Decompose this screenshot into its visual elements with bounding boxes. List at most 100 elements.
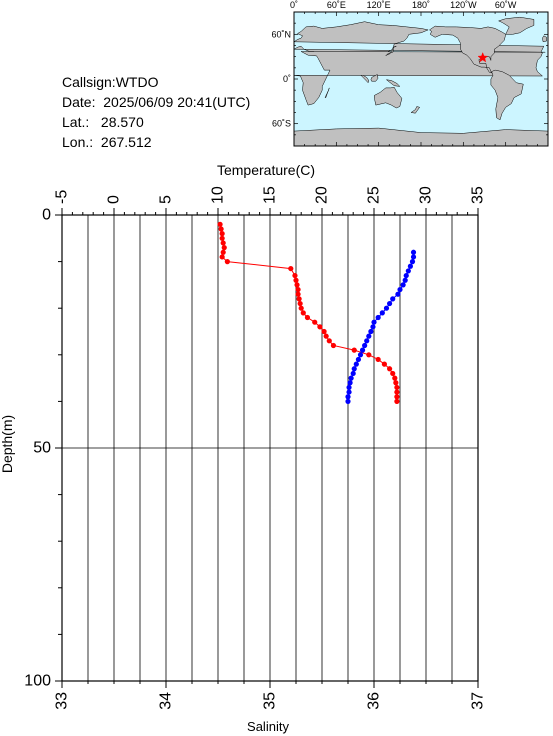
salinity-axis-title: Salinity [247, 719, 289, 734]
station-marker [477, 51, 489, 63]
temperature-point [394, 394, 400, 400]
map-land [294, 16, 548, 146]
salinity-point [379, 310, 385, 316]
salinity-point [371, 319, 377, 325]
temperature-point [295, 291, 301, 297]
temperature-tick-label: 35 [470, 186, 487, 204]
temperature-point [294, 282, 300, 288]
temperature-series [217, 221, 400, 404]
salinity-series [345, 249, 417, 404]
temperature-point [351, 347, 357, 353]
continent-shape [360, 75, 370, 83]
temperature-point [293, 277, 299, 283]
temperature-point [392, 375, 398, 381]
temperature-point [390, 370, 396, 377]
map-latitude-label: 60˚S [272, 119, 291, 129]
continent-shape [370, 74, 379, 82]
temperature-tick-label: 10 [210, 186, 227, 204]
salinity-point [351, 366, 357, 372]
continent-shape [294, 127, 548, 146]
salinity-point [362, 342, 368, 349]
map-longitude-label: 180˚ [412, 0, 430, 10]
salinity-line [347, 252, 415, 402]
salinity-point [346, 384, 352, 391]
continent-shape [542, 35, 547, 43]
salinity-point [370, 324, 376, 330]
temperature-tick-label: -5 [54, 190, 71, 204]
salinity-point [397, 286, 403, 293]
salinity-point [345, 398, 351, 404]
salinity-point [387, 300, 393, 307]
temperature-point [387, 366, 393, 372]
salinity-point [345, 394, 351, 400]
salinity-point [403, 272, 409, 279]
temperature-point [220, 240, 226, 246]
temperature-point [300, 310, 306, 316]
temperature-point [219, 254, 225, 260]
salinity-tick-label: 37 [470, 692, 487, 710]
temperature-point [330, 342, 337, 349]
salinity-point [395, 291, 401, 297]
depth-tick-label: 100 [24, 673, 51, 690]
temperature-tick-label: 0 [106, 195, 123, 204]
map-longitude-label: 0˚ [290, 0, 298, 10]
map-longitude-label: 60˚W [495, 0, 517, 10]
salinity-point [383, 305, 390, 311]
salinity-point [346, 389, 352, 395]
salinity-point [410, 249, 417, 255]
salinity-point [348, 375, 354, 381]
temperature-point [219, 235, 225, 241]
temperature-point [317, 324, 323, 330]
salinity-axis: 33 34 35 36 37 [54, 681, 487, 710]
temperature-point [296, 296, 302, 302]
continent-shape [324, 87, 330, 98]
temperature-axis-title: Temperature(C) [217, 162, 315, 178]
depth-tick-label: 0 [42, 207, 51, 224]
continent-shape [498, 16, 535, 35]
map-latitude-label: 60˚N [271, 29, 291, 39]
temperature-point [323, 333, 329, 339]
temperature-point [394, 389, 400, 395]
salinity-point [366, 333, 372, 339]
temperature-point [394, 384, 400, 391]
temperature-point [366, 352, 372, 358]
salinity-point [353, 361, 359, 367]
world-map: 0˚ 60˚E 120˚E 180˚ 120˚W 60˚W 60˚N 0˚ 60˚S [271, 0, 549, 147]
temperature-point [393, 380, 399, 386]
temperature-tick-label: 15 [262, 186, 279, 204]
map-latitude-label: 0˚ [283, 74, 291, 84]
map-longitude-label: 120˚W [450, 0, 477, 10]
salinity-point [405, 268, 411, 274]
salinity-tick-label: 35 [262, 692, 279, 710]
depth-axis: 0 50 100 [24, 207, 62, 690]
salinity-point [400, 282, 406, 288]
salinity-point [350, 370, 356, 377]
temperature-point [218, 226, 224, 232]
salinity-point [364, 338, 370, 344]
temperature-point [221, 245, 227, 251]
station-info: Callsign:WTDO Date: 2025/06/09 20:41(UTC… [62, 72, 250, 152]
salinity-tick-label: 34 [158, 692, 175, 710]
temperature-point [304, 314, 311, 321]
longitude-text: Lon.: 267.512 [62, 134, 152, 150]
salinity-tick-label: 33 [54, 692, 71, 710]
depth-tick-label: 50 [33, 440, 51, 457]
continent-shape [490, 69, 524, 121]
salinity-point [410, 254, 417, 260]
continent-shape [386, 79, 401, 87]
salinity-point [347, 380, 353, 386]
salinity-point [357, 352, 364, 358]
temperature-point [298, 305, 304, 311]
depth-axis-title: Depth(m) [0, 415, 15, 473]
date-text: Date: 2025/06/09 20:41(UTC) [62, 94, 251, 110]
continent-shape [410, 106, 420, 114]
continent-shape [429, 25, 506, 74]
map-longitude-label: 120˚E [367, 0, 391, 10]
temperature-point [312, 319, 318, 325]
salinity-point [355, 356, 361, 363]
salinity-point [407, 263, 413, 269]
temperature-point [326, 338, 332, 344]
latitude-text: Lat.: 28.570 [62, 114, 144, 130]
continent-shape [374, 86, 403, 109]
continent-shape [385, 45, 397, 57]
